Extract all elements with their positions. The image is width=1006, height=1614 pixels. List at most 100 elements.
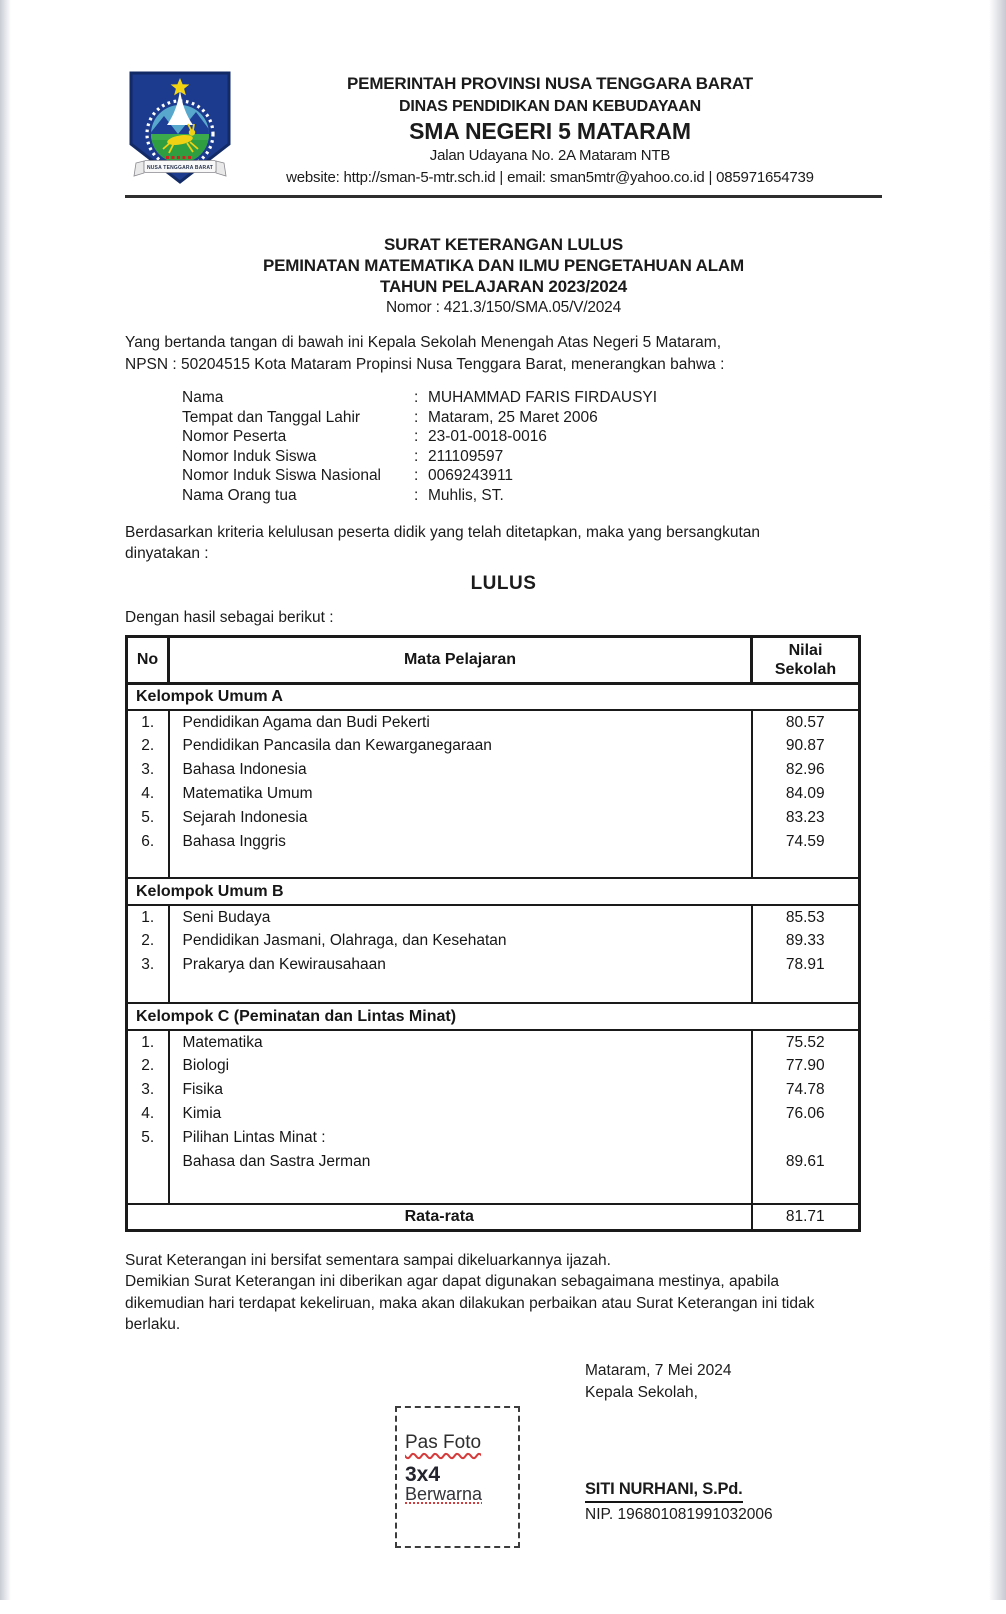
row-subject: Pendidikan Pancasila dan Kewarganegaraan bbox=[182, 737, 492, 755]
table-row: 6. Bahasa Inggris 74.59 bbox=[126, 830, 860, 855]
row-score: 74.78 bbox=[750, 1078, 860, 1103]
field-value: Mataram, 25 Maret 2006 bbox=[428, 408, 598, 426]
table-row: 5. Pilihan Lintas Minat : bbox=[126, 1126, 860, 1151]
field-separator: : bbox=[414, 447, 419, 465]
group-c-header: Kelompok C (Peminatan dan Lintas Minat) bbox=[126, 1002, 860, 1032]
student-data: Nama: MUHAMMAD FARIS FIRDAUSYI Tempat dan… bbox=[182, 388, 882, 506]
student-row-nisn: Nomor Induk Siswa Nasional:0069243911 bbox=[182, 466, 882, 486]
intro-paragraph: Yang bertanda tangan di bawah ini Kepala… bbox=[125, 332, 882, 375]
statement-line: dinyatakan : bbox=[125, 545, 209, 563]
row-subject: Seni Budaya bbox=[182, 908, 271, 926]
signature-block: Mataram, 7 Mei 2024 Kepala Sekolah, SITI… bbox=[585, 1360, 773, 1527]
table-row: 2. Biologi 77.90 bbox=[126, 1054, 860, 1079]
student-row-nama: Nama: MUHAMMAD FARIS FIRDAUSYI bbox=[182, 388, 882, 408]
field-value: Muhlis, ST. bbox=[428, 486, 504, 504]
table-row: 3. Prakarya dan Kewirausahaan 78.91 bbox=[126, 953, 860, 978]
field-label: Nama Orang tua bbox=[182, 486, 297, 504]
field-value: 211109597 bbox=[428, 447, 504, 465]
letterhead-text: PEMERINTAH PROVINSI NUSA TENGGARA BARAT … bbox=[230, 72, 870, 189]
school-address: Jalan Udayana No. 2A Mataram NTB bbox=[429, 147, 671, 164]
row-subject: Pilihan Lintas Minat : bbox=[182, 1129, 326, 1147]
row-score: 78.91 bbox=[750, 953, 860, 978]
row-subject: Bahasa dan Sastra Jerman bbox=[182, 1153, 371, 1171]
title-line-1: SURAT KETERANGAN LULUS bbox=[384, 235, 623, 254]
statement-paragraph: Berdasarkan kriteria kelulusan peserta d… bbox=[125, 522, 882, 565]
table-row: 1. Seni Budaya 85.53 bbox=[126, 905, 860, 930]
field-value: 0069243911 bbox=[428, 467, 514, 485]
document-page: NUSA TENGGARA BARAT PEMERINTAH PROVINSI … bbox=[125, 0, 882, 1614]
row-no bbox=[126, 1150, 170, 1175]
header-mata-pelajaran: Mata Pelajaran bbox=[167, 634, 753, 685]
field-label: Nomor Induk Siswa Nasional bbox=[182, 467, 382, 485]
closing-paragraph: Surat Keterangan ini bersifat sementara … bbox=[125, 1250, 882, 1336]
group-title: Kelompok C (Peminatan dan Lintas Minat) bbox=[126, 1002, 860, 1032]
field-label: Nama bbox=[182, 389, 224, 406]
field-separator: : bbox=[414, 428, 419, 446]
row-score: 82.96 bbox=[750, 758, 860, 783]
field-separator: : bbox=[414, 467, 419, 485]
student-row-nomor-peserta: Nomor Peserta:23-01-0018-0016 bbox=[182, 427, 882, 447]
row-no: 5. bbox=[126, 1126, 170, 1151]
field-separator: : bbox=[414, 389, 419, 406]
table-row: 3. Bahasa Indonesia 82.96 bbox=[126, 758, 860, 783]
group-spacer bbox=[126, 854, 860, 879]
table-row: 1. Matematika 75.52 bbox=[126, 1030, 860, 1055]
field-value: 23-01-0018-0016 bbox=[428, 428, 547, 446]
page-right-edge bbox=[989, 0, 1006, 1600]
row-score: 90.87 bbox=[750, 734, 860, 759]
row-no: 4. bbox=[126, 1102, 170, 1127]
verdict-lulus: LULUS bbox=[470, 572, 537, 594]
photo-label-3x4: 3x4 bbox=[405, 1462, 441, 1486]
row-no: 3. bbox=[126, 758, 170, 783]
row-score: 80.57 bbox=[750, 710, 860, 735]
row-no: 2. bbox=[126, 1054, 170, 1079]
field-separator: : bbox=[414, 408, 419, 426]
table-row: 2. Pendidikan Pancasila dan Kewarganegara… bbox=[126, 734, 860, 759]
group-b-header: Kelompok Umum B bbox=[126, 877, 860, 907]
row-score: 74.59 bbox=[750, 830, 860, 855]
row-no: 5. bbox=[126, 806, 170, 831]
banner-text: NUSA TENGGARA BARAT bbox=[147, 165, 213, 171]
row-score: 76.06 bbox=[750, 1102, 860, 1127]
intro-line: NPSN : 50204515 Kota Mataram Propinsi Nu… bbox=[125, 355, 725, 373]
field-separator: : bbox=[414, 486, 419, 504]
table-row: 1. Pendidikan Agama dan Budi Pekerti 80.57 bbox=[126, 710, 860, 735]
ntb-province-emblem-logo: NUSA TENGGARA BARAT bbox=[128, 70, 232, 185]
table-row: 3. Fisika 74.78 bbox=[126, 1078, 860, 1103]
title-line-3: TAHUN PELAJARAN 2023/2024 bbox=[380, 277, 627, 296]
row-subject: Bahasa Inggris bbox=[182, 833, 286, 851]
row-subject: Kimia bbox=[182, 1105, 222, 1123]
row-score: 77.90 bbox=[750, 1054, 860, 1079]
student-row-orang-tua: Nama Orang tua: Muhlis, ST. bbox=[182, 486, 882, 506]
row-subject: Matematika Umum bbox=[182, 785, 313, 803]
field-label: Nomor Peserta bbox=[182, 428, 287, 446]
results-intro: Dengan hasil sebagai berikut : bbox=[125, 608, 334, 626]
group-spacer bbox=[126, 977, 860, 1004]
student-row-nis: Nomor Induk Siswa:211109597 bbox=[182, 447, 882, 467]
closing-line: berlaku. bbox=[125, 1316, 181, 1334]
signature-nip: NIP. 196801081991032006 bbox=[585, 1505, 773, 1523]
row-subject: Sejarah Indonesia bbox=[182, 809, 308, 827]
header-sekolah: Sekolah bbox=[774, 660, 837, 678]
table-row: 4. Matematika Umum 84.09 bbox=[126, 782, 860, 807]
document-number: Nomor : 421.3/150/SMA.05/V/2024 bbox=[385, 299, 622, 316]
row-subject: Matematika bbox=[182, 1033, 263, 1051]
footer: Pas Foto 3x4 Berwarna Mataram, 7 Mei 202… bbox=[125, 1354, 882, 1614]
header-nilai-sekolah: Nilai Sekolah bbox=[750, 634, 861, 685]
shield-logo-icon: NUSA TENGGARA BARAT bbox=[129, 71, 231, 184]
field-value: MUHAMMAD FARIS FIRDAUSYI bbox=[428, 389, 658, 406]
row-subject: Prakarya dan Kewirausahaan bbox=[182, 956, 386, 974]
group-spacer bbox=[126, 1174, 860, 1205]
row-subject: Pendidikan Agama dan Budi Pekerti bbox=[182, 713, 430, 731]
document-title: SURAT KETERANGAN LULUS PEMINATAN MATEMAT… bbox=[125, 234, 882, 318]
row-no: 3. bbox=[126, 1078, 170, 1103]
row-no: 2. bbox=[126, 929, 170, 954]
closing-line: dikemudian hari terdapat kekeliruan, mak… bbox=[125, 1294, 815, 1312]
closing-line: Demikian Surat Keterangan ini diberikan … bbox=[125, 1273, 780, 1291]
group-title: Kelompok Umum B bbox=[126, 877, 860, 907]
intro-line: Yang bertanda tangan di bawah ini Kepala… bbox=[125, 334, 722, 351]
group-title: Kelompok Umum A bbox=[126, 682, 860, 712]
field-label: Tempat dan Tanggal Lahir bbox=[182, 408, 361, 426]
department-name: DINAS PENDIDIKAN DAN KEBUDAYAAN bbox=[399, 98, 701, 115]
header-no: No bbox=[125, 634, 170, 685]
